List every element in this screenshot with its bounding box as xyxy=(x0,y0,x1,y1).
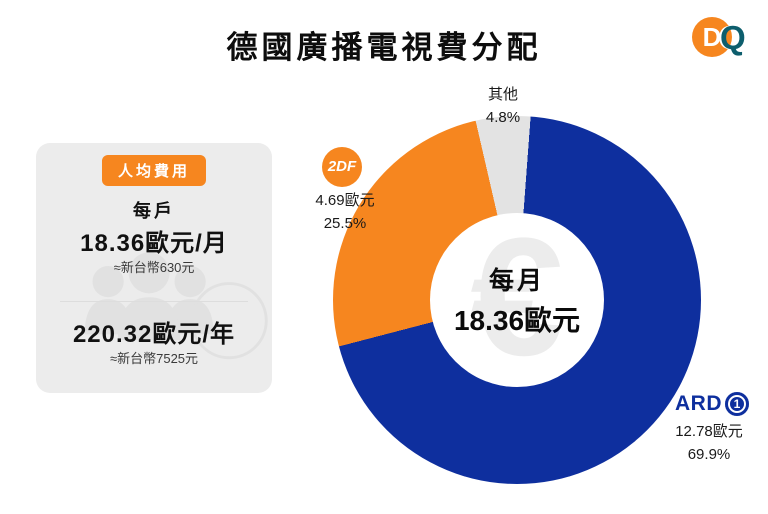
slice-other-percent: 4.8% xyxy=(485,108,521,126)
euro-watermark-icon: € xyxy=(470,213,564,387)
slice-other-name: 其他 xyxy=(487,86,518,103)
zdf-logo-icon: 2DF xyxy=(322,147,362,187)
slice-label-ard: 12.78歐元 69.9% xyxy=(663,421,755,466)
ard-logo-text: ARD xyxy=(675,392,722,415)
slice-label-zdf: 4.69歐元 25.5% xyxy=(300,190,390,235)
slice-zdf-percent: 25.5% xyxy=(323,214,367,232)
monthly-cost-value: 18.36歐元/月 xyxy=(80,230,228,257)
card-badge: 人均費用 xyxy=(101,155,207,186)
slice-ard-percent: 69.9% xyxy=(687,445,731,463)
ard-logo-one-icon: 1 xyxy=(725,392,749,416)
slice-zdf-amount: 4.69歐元 xyxy=(315,192,375,209)
slice-ard-amount: 12.78歐元 xyxy=(675,423,743,440)
slice-label-other: 其他 4.8% xyxy=(458,84,548,129)
monthly-cost-twd: ≈新台幣630元 xyxy=(113,260,195,275)
yearly-cost-twd: ≈新台幣7525元 xyxy=(109,351,199,366)
dq-logo-icon: D Q xyxy=(692,15,752,61)
donut-chart: € 每月 18.36歐元 xyxy=(333,116,701,484)
yearly-cost-value: 220.32歐元/年 xyxy=(72,321,236,348)
dq-logo-d: D xyxy=(692,17,732,57)
household-label: 每戶 xyxy=(133,201,175,221)
dq-logo-q: Q xyxy=(720,19,746,56)
donut-center: € 每月 18.36歐元 xyxy=(430,213,604,387)
per-capita-cost-card: 人均費用 每戶 18.36歐元/月 ≈新台幣630元 220.32歐元/年 ≈新… xyxy=(36,143,272,393)
card-divider xyxy=(60,301,248,302)
donut-center-value: 18.36歐元 xyxy=(453,305,581,336)
people-watermark-icon xyxy=(84,252,268,360)
page-title: 德國廣播電視費分配 xyxy=(226,30,542,65)
ard-logo-icon: ARD 1 xyxy=(672,391,752,417)
donut-center-label: 每月 xyxy=(488,267,545,295)
